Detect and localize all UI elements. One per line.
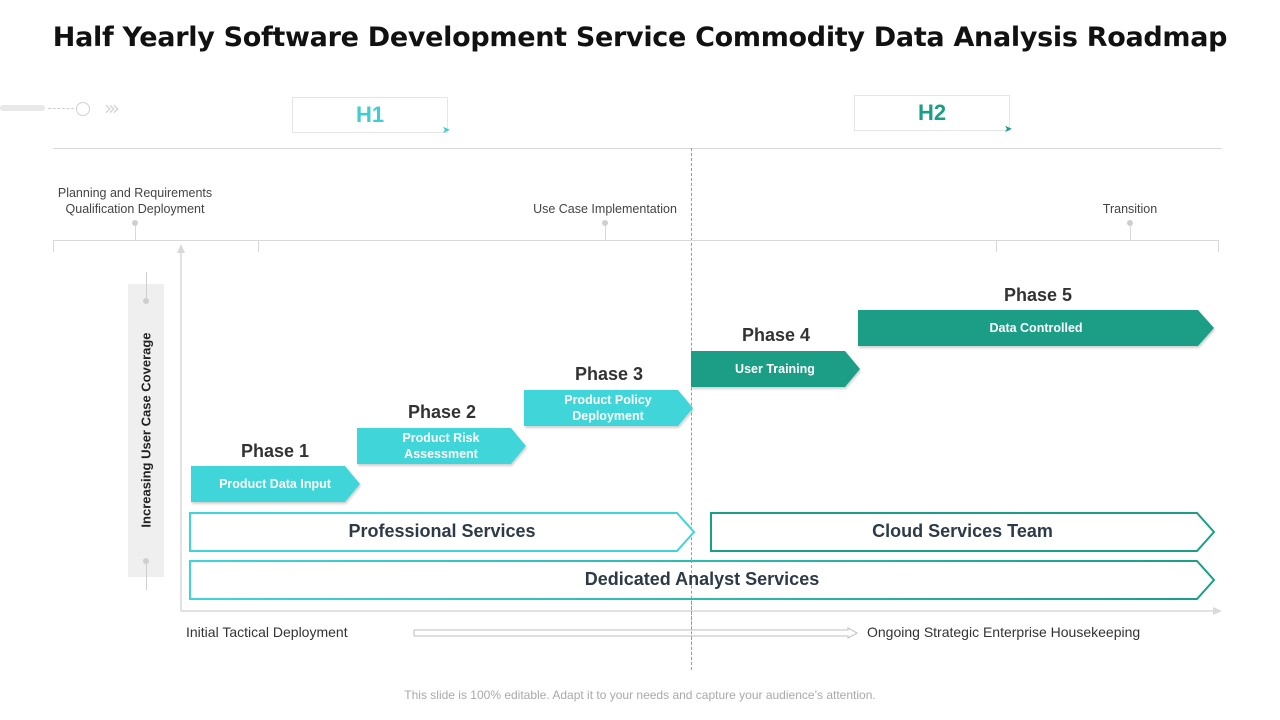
phase-4-arrow (691, 351, 860, 387)
h2-arrow-icon: ➤ (1004, 124, 1013, 135)
timeline-line (53, 240, 1219, 241)
timeline-cap (53, 240, 54, 252)
top-divider (53, 148, 1222, 149)
y-axis-dot (143, 558, 149, 564)
professional-services-label: Professional Services (348, 521, 536, 541)
h1-header: H1 (292, 97, 448, 133)
phase-4-title: Phase 4 (741, 325, 811, 345)
bottom-left-label: Initial Tactical Deployment (186, 624, 348, 640)
phase-5-label: Data Controlled (989, 321, 1083, 335)
half-year-divider-overlay (691, 560, 692, 670)
bottom-right-label: Ongoing Strategic Enterprise Housekeepin… (867, 624, 1141, 640)
milestone-tick (1130, 226, 1131, 240)
cloud-services-band (710, 512, 1216, 552)
y-axis-label-box (128, 284, 164, 577)
phase-3-title: Phase 3 (574, 364, 644, 384)
milestone-dot (1127, 220, 1133, 226)
milestone-transition: Transition (1102, 202, 1158, 216)
milestone-planning: Planning and Requirements Qualification … (57, 186, 213, 216)
milestone-tick (135, 226, 136, 240)
phase-3-label: Product Policy Deployment (564, 393, 652, 423)
h1-arrow-icon: ➤ (442, 125, 451, 136)
phase-5-title: Phase 5 (1003, 285, 1073, 305)
progress-track (0, 105, 45, 111)
phase-2-arrow (357, 428, 526, 464)
bottom-progress-arrow (413, 627, 859, 639)
progress-dash (48, 108, 74, 109)
professional-services-band (189, 512, 696, 552)
milestone-dot (602, 220, 608, 226)
dedicated-analyst-label: Dedicated Analyst Services (584, 569, 820, 589)
y-axis-dot (143, 298, 149, 304)
phase-3-arrow (524, 390, 693, 426)
phase-2-title: Phase 2 (407, 402, 477, 422)
timeline-cap (1218, 240, 1219, 252)
phase-1-arrow (191, 466, 360, 502)
y-axis-tick-top (146, 272, 147, 302)
milestone-dot (132, 220, 138, 226)
phase-1-label: Product Data Input (219, 477, 331, 491)
h2-label: H2 (917, 100, 947, 125)
y-axis-arrowhead (177, 244, 185, 253)
footer-note: This slide is 100% editable. Adapt it to… (404, 688, 876, 702)
milestone-use-case: Use Case Implementation (533, 202, 677, 216)
phase-1-title: Phase 1 (240, 441, 310, 461)
cloud-services-label: Cloud Services Team (872, 521, 1053, 541)
phase-4-label: User Training (735, 362, 815, 376)
phase-2-label: Product Risk Assessment (402, 431, 480, 461)
page-title: Half Yearly Software Development Service… (52, 22, 1228, 53)
dedicated-analyst-band (189, 560, 1216, 600)
h2-header: H2 (854, 95, 1010, 131)
progress-circle-icon (76, 102, 90, 116)
milestone-tick (605, 226, 606, 240)
phase-5-arrow (858, 310, 1214, 346)
timeline-cap (258, 240, 259, 252)
timeline-cap (996, 240, 997, 252)
x-axis-arrowhead (1213, 607, 1222, 615)
h1-label: H1 (355, 102, 385, 127)
y-axis-tick-bottom (146, 560, 147, 590)
